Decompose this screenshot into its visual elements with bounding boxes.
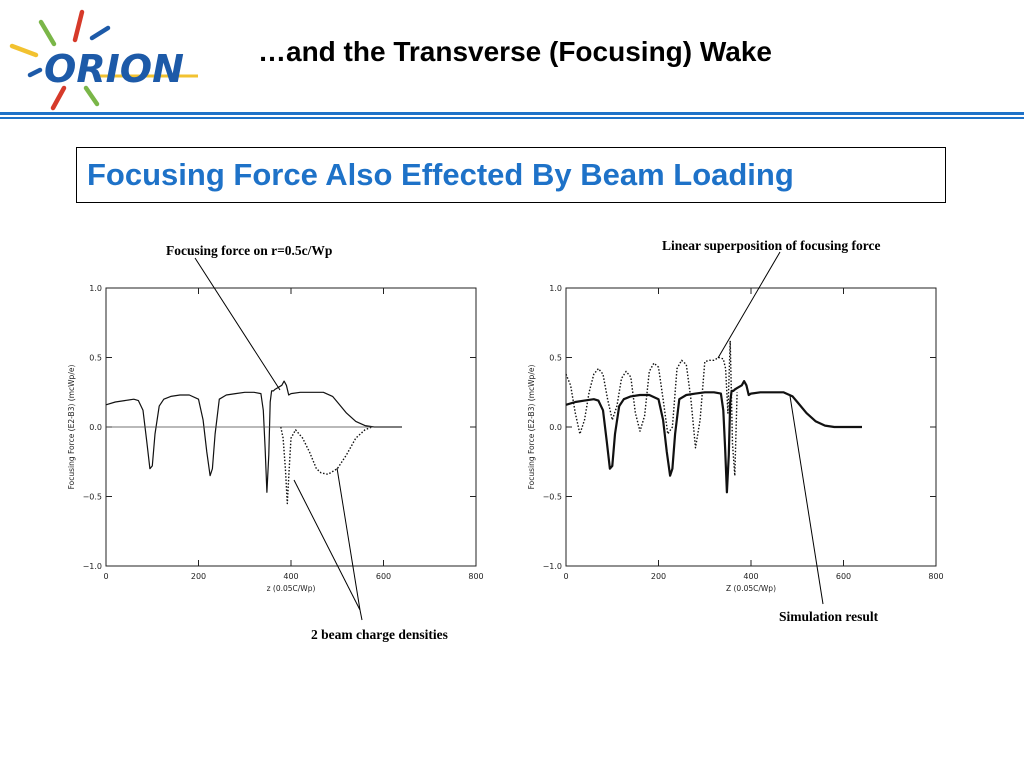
plot-frame	[565, 287, 937, 567]
y-tick-label: 0.5	[89, 354, 102, 363]
x-tick-label: 0	[563, 572, 568, 581]
chart-right: 0 200 400 600 800 −1.0 −0.5 0.0 0.5 1.0 Z (0.05C/W…	[527, 284, 944, 593]
x-tick-label: 0	[103, 572, 108, 581]
logo-ray-red-bottom	[50, 85, 67, 111]
y-tick-label: −1.0	[83, 562, 102, 571]
y-tick-label: −1.0	[543, 562, 562, 571]
logo-wordmark: ORION	[44, 47, 184, 91]
y-tick-label: 1.0	[549, 284, 562, 293]
x-axis-label: z (0.05C/Wp)	[267, 584, 316, 593]
logo-ray-blue-right	[89, 25, 111, 41]
x-tick-label: 200	[651, 572, 666, 581]
y-tick-label: 1.0	[89, 284, 102, 293]
y-tick-label: 0.0	[549, 423, 562, 432]
series-line-2	[565, 340, 738, 477]
annotation-focusing-force: Focusing force on r=0.5c/Wp	[166, 243, 333, 258]
x-tick-label: 600	[376, 572, 391, 581]
x-tick-label: 800	[928, 572, 943, 581]
x-tick-label: 400	[283, 572, 298, 581]
series-line-1	[105, 380, 402, 493]
leader-density-stem	[359, 609, 363, 621]
logo-ray-green	[38, 19, 57, 47]
series-line-1	[565, 379, 862, 494]
annotation-linear-superposition: Linear superposition of focusing force	[662, 238, 881, 253]
x-axis-label: Z (0.05C/Wp)	[726, 584, 776, 593]
logo-ray-blue-left	[27, 67, 43, 78]
y-tick-label: 0.5	[549, 354, 562, 363]
annotation-simulation-result: Simulation result	[779, 609, 879, 624]
x-tick-label: 600	[836, 572, 851, 581]
slide-title: …and the Transverse (Focusing) Wake	[258, 36, 772, 67]
logo-ray-red-top	[72, 9, 85, 43]
chart-left: 0 200 400 600 800 −1.0 −0.5 0.0 0.5 1.0 z (0.05C/W…	[67, 284, 484, 593]
x-tick-label: 200	[191, 572, 206, 581]
y-tick-label: 0.0	[89, 423, 102, 432]
orion-logo: ORION	[9, 9, 198, 111]
slide-subtitle: Focusing Force Also Effected By Beam Loa…	[87, 157, 794, 192]
annotation-beam-charge-densities: 2 beam charge densities	[311, 627, 448, 642]
x-tick-label: 400	[743, 572, 758, 581]
y-axis-label: Focusing Force (E2-B3) (mcWp/e)	[527, 365, 536, 490]
logo-ray-yellow-left	[9, 43, 39, 58]
header-rule-thick	[0, 112, 1024, 115]
y-tick-label: −0.5	[543, 493, 562, 502]
y-tick-label: −0.5	[83, 493, 102, 502]
logo-ray-green-bottom	[83, 85, 100, 107]
subtitle-box: Focusing Force Also Effected By Beam Loa…	[76, 147, 946, 203]
series-line-2	[280, 426, 373, 505]
header-rule-thin	[0, 117, 1024, 119]
x-tick-label: 800	[468, 572, 483, 581]
y-axis-label: Focusing Force (E2-B3) (mcWp/e)	[67, 365, 76, 490]
